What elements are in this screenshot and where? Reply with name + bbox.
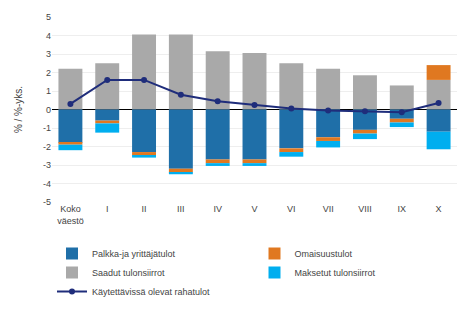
svg-text:0: 0 (46, 105, 51, 115)
svg-text:VI: VI (287, 204, 296, 214)
svg-text:-4: -4 (43, 179, 51, 189)
svg-text:I: I (106, 204, 109, 214)
svg-text:X: X (436, 204, 442, 214)
svg-text:Palkka-ja yrittäjätulot: Palkka-ja yrittäjätulot (92, 249, 176, 259)
svg-text:-3: -3 (43, 160, 51, 170)
svg-text:IX: IX (398, 204, 407, 214)
svg-text:Käytettävissä olevat rahatulot: Käytettävissä olevat rahatulot (92, 287, 210, 297)
svg-text:Kokoväestö: Kokoväestö (57, 204, 84, 226)
svg-text:-5: -5 (43, 197, 51, 207)
svg-text:1: 1 (46, 86, 51, 96)
svg-text:V: V (251, 204, 257, 214)
svg-text:% / %-yks.: % / %-yks. (13, 86, 24, 133)
svg-text:-2: -2 (43, 142, 51, 152)
svg-text:III: III (177, 204, 185, 214)
svg-text:5: 5 (46, 12, 51, 22)
svg-text:Omaisuustulot: Omaisuustulot (295, 249, 353, 259)
svg-text:4: 4 (46, 31, 51, 41)
svg-text:2: 2 (46, 68, 51, 78)
svg-text:VII: VII (323, 204, 334, 214)
svg-text:Saadut tulonsiirrot: Saadut tulonsiirrot (92, 268, 165, 278)
svg-text:VIII: VIII (358, 204, 372, 214)
svg-text:3: 3 (46, 49, 51, 59)
svg-text:Maksetut tulonsiirrot: Maksetut tulonsiirrot (295, 268, 376, 278)
svg-text:IV: IV (213, 204, 222, 214)
svg-text:-1: -1 (43, 123, 51, 133)
svg-text:II: II (142, 204, 147, 214)
